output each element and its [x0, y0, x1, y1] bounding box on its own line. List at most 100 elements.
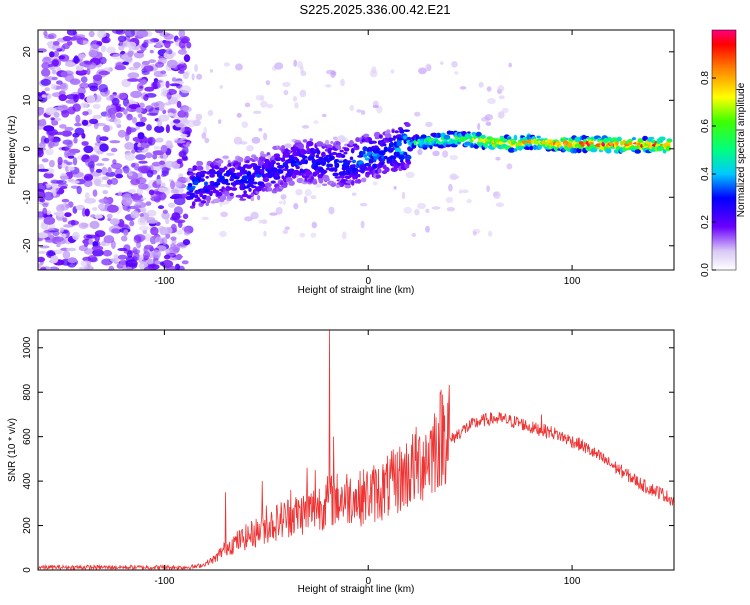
spectrogram-ridge-cell: [328, 155, 335, 161]
spectrogram-noise-cell: [239, 141, 248, 145]
spectrogram-ridge-cell: [378, 150, 386, 156]
spectrogram-ridge-cell: [306, 140, 314, 147]
spectrogram-noise-cell: [97, 30, 107, 39]
spectrogram-ridge-cell: [277, 164, 285, 169]
spectrogram-noise-cell: [67, 152, 76, 156]
spectrogram-noise-cell: [86, 67, 91, 76]
spectrogram-noise-cell: [75, 114, 81, 124]
spectrogram-noise-cell: [127, 189, 137, 194]
spectrogram-noise-cell: [459, 86, 467, 90]
spectrogram-noise-cell: [100, 45, 107, 52]
spectrogram-noise-cell: [136, 50, 145, 54]
spectrogram-noise-cell: [81, 141, 89, 146]
spectrogram-noise-cell: [145, 258, 155, 265]
spectrogram-noise-cell: [83, 179, 93, 188]
spectrogram-noise-cell: [57, 183, 69, 188]
spectrogram-noise-cell: [117, 247, 128, 252]
spectrogram-ridge-cell: [634, 149, 641, 154]
spectrogram-noise-cell: [146, 38, 154, 44]
spectrogram-noise-cell: [119, 258, 126, 268]
spectrogram-ridge-cell: [349, 156, 354, 161]
spectrogram-noise-cell: [133, 235, 142, 244]
spectrogram-noise-cell: [137, 165, 149, 174]
spectrogram-ridge-cell: [244, 155, 251, 162]
spectrogram-ridge-cell: [481, 134, 486, 140]
spectrogram-ridge-cell: [355, 145, 360, 148]
spectrogram-ridge-cell: [312, 178, 317, 185]
spectrogram-noise-cell: [89, 118, 99, 125]
spectrogram-noise-cell: [341, 231, 347, 240]
spectrogram-noise-cell: [95, 168, 103, 173]
spectrogram-noise-cell: [80, 76, 88, 83]
spectrogram-noise-cell: [105, 112, 111, 122]
spectrogram-noise-cell: [448, 183, 453, 192]
colorbar-tick-label: 0.2: [700, 215, 711, 229]
spectrogram-noise-cell: [163, 160, 176, 168]
spectrogram-ridge-cell: [603, 138, 609, 144]
spectrogram-noise-cell: [162, 109, 167, 115]
spectrogram-noise-cell: [44, 34, 55, 39]
spectrogram-ridge-cell: [225, 178, 229, 184]
spectrogram-noise-cell: [169, 83, 181, 87]
spectrogram-noise-cell: [133, 51, 145, 59]
spectrogram-ridge-cell: [288, 180, 295, 186]
spectrogram-ridge-cell: [384, 166, 390, 173]
spectrogram-noise-cell: [110, 162, 123, 170]
spectrogram-ridge-cell: [382, 143, 387, 147]
spectrogram-noise-cell: [170, 243, 176, 250]
spectrogram-ridge-cell: [338, 175, 346, 179]
spectrogram-noise-cell: [442, 150, 449, 158]
spectrogram-ridge-cell: [274, 172, 280, 178]
spectrogram-noise-cell: [127, 72, 140, 79]
spectrogram-noise-cell: [81, 208, 87, 217]
spectrogram-ridge-cell: [600, 145, 605, 151]
spectrogram-noise-cell: [183, 231, 191, 236]
spectrogram-ridge-cell: [346, 160, 352, 163]
spectrogram-ridge-cell: [304, 159, 308, 165]
spectrogram-noise-cell: [250, 211, 259, 220]
spectrogram-ridge-cell: [354, 173, 359, 180]
spectrogram-ridge-cell: [245, 159, 250, 164]
spectrogram-noise-cell: [58, 94, 68, 102]
spectrogram-noise-cell: [53, 50, 60, 58]
spectrogram-ridge-cell: [196, 161, 204, 166]
spectrogram-noise-cell: [393, 186, 397, 190]
spectrogram-noise-cell: [53, 111, 60, 118]
spectrogram-noise-cell: [78, 53, 86, 60]
spectrogram-noise-cell: [425, 225, 430, 233]
spectrogram-noise-cell: [425, 63, 432, 72]
spectrogram-noise-cell: [304, 188, 312, 197]
spectrogram-y-tick-label: 20: [22, 46, 33, 58]
spectrogram-noise-cell: [177, 49, 187, 55]
spectrogram-noise-cell: [45, 148, 54, 156]
spectrogram-noise-cell: [101, 166, 108, 176]
spectrogram-ridge-cell: [237, 156, 244, 163]
spectrogram-noise-cell: [148, 59, 157, 63]
spectrogram-noise-cell: [120, 235, 128, 242]
spectrogram-noise-cell: [115, 168, 123, 175]
colorbar-tick-label: 0.0: [700, 263, 711, 277]
spectrogram-noise-cell: [315, 183, 322, 188]
spectrogram-noise-cell: [176, 158, 183, 164]
spectrogram-ridge-cell: [191, 185, 196, 189]
spectrogram-noise-cell: [163, 226, 173, 235]
spectrogram-noise-cell: [292, 96, 298, 102]
spectrogram-noise-cell: [44, 236, 51, 241]
spectrogram-noise-cell: [98, 198, 111, 205]
spectrogram-noise-cell: [101, 157, 110, 162]
spectrogram-ridge-cell: [225, 182, 231, 186]
spectrogram-noise-cell: [495, 202, 505, 207]
spectrogram-noise-cell: [472, 231, 477, 236]
spectrogram-noise-cell: [274, 62, 284, 70]
spectrogram-noise-cell: [38, 168, 49, 172]
spectrogram-ridge-cell: [586, 137, 592, 140]
spectrogram-ridge-cell: [261, 187, 266, 192]
spectrogram-noise-cell: [157, 205, 165, 210]
spectrogram-ridge-cell: [248, 187, 252, 192]
spectrogram-noise-cell: [135, 154, 146, 161]
spectrogram-ridge-cell: [366, 163, 372, 167]
spectrogram-noise-cell: [135, 201, 142, 206]
spectrogram-noise-cell: [459, 189, 463, 194]
